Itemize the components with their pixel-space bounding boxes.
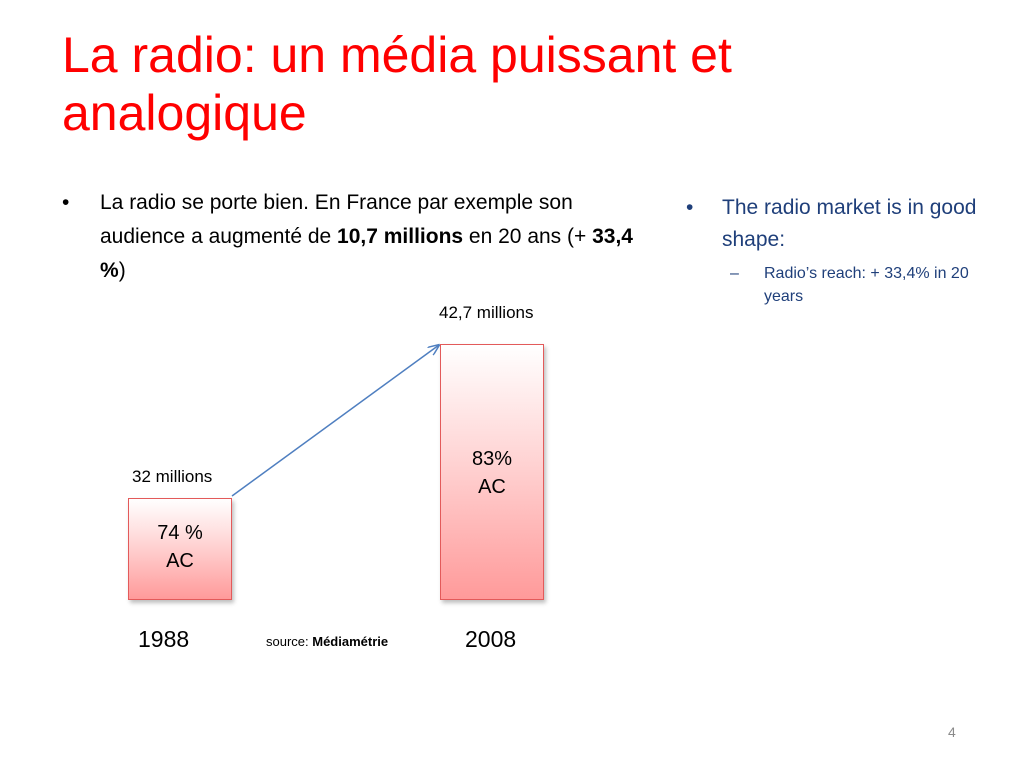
bullet-icon: •	[62, 191, 70, 214]
left-bullet-text-1: La radio se porte bien. En France par ex…	[100, 191, 573, 248]
bar-2008: 83% AC	[440, 344, 544, 600]
right-bullet-text: The radio market is in good shape:	[722, 196, 977, 251]
category-label-1988: 1988	[138, 626, 190, 652]
left-bullet-list: • La radio se porte bien. En France par …	[62, 186, 642, 288]
right-bullet-list: • The radio market is in good shape: – R…	[686, 192, 986, 308]
right-sub-bullet-text: Radio’s reach: + 33,4% in 20 years	[764, 265, 969, 305]
right-sub-bullet-item: – Radio’s reach: + 33,4% in 20 years	[686, 262, 986, 308]
left-bullet-text-2: en 20 ans (+	[463, 225, 593, 248]
bar-value-label-1988: 32 millions	[132, 467, 213, 486]
slide-title: La radio: un média puissant et analogiqu…	[62, 27, 732, 141]
bar-2008-ac-label: AC	[478, 476, 506, 498]
page-number: 4	[948, 724, 956, 740]
bar-1988-share-label: 74 %	[157, 522, 203, 544]
source-name: Médiamétrie	[312, 634, 389, 649]
bar-2008-share-label: 83%	[471, 448, 513, 470]
category-label-2008: 2008	[465, 626, 517, 652]
source-prefix: source:	[266, 634, 313, 649]
left-bullet-bold-2: 33,4 %	[100, 225, 633, 282]
left-bullet-text-3: )	[118, 259, 126, 282]
source-note: source: Médiamétrie	[266, 634, 388, 649]
bar-1988: 74 % AC	[128, 498, 232, 600]
bullet-icon: •	[686, 196, 694, 219]
right-bullet-item: • The radio market is in good shape:	[686, 192, 986, 256]
bar-1988-ac-label: AC	[166, 550, 194, 572]
dash-icon: –	[730, 265, 739, 282]
left-bullet-bold-1: 10,7 millions	[337, 225, 464, 248]
bar-value-label-2008: 42,7 millions	[439, 303, 534, 322]
left-bullet-item: • La radio se porte bien. En France par …	[62, 186, 642, 288]
